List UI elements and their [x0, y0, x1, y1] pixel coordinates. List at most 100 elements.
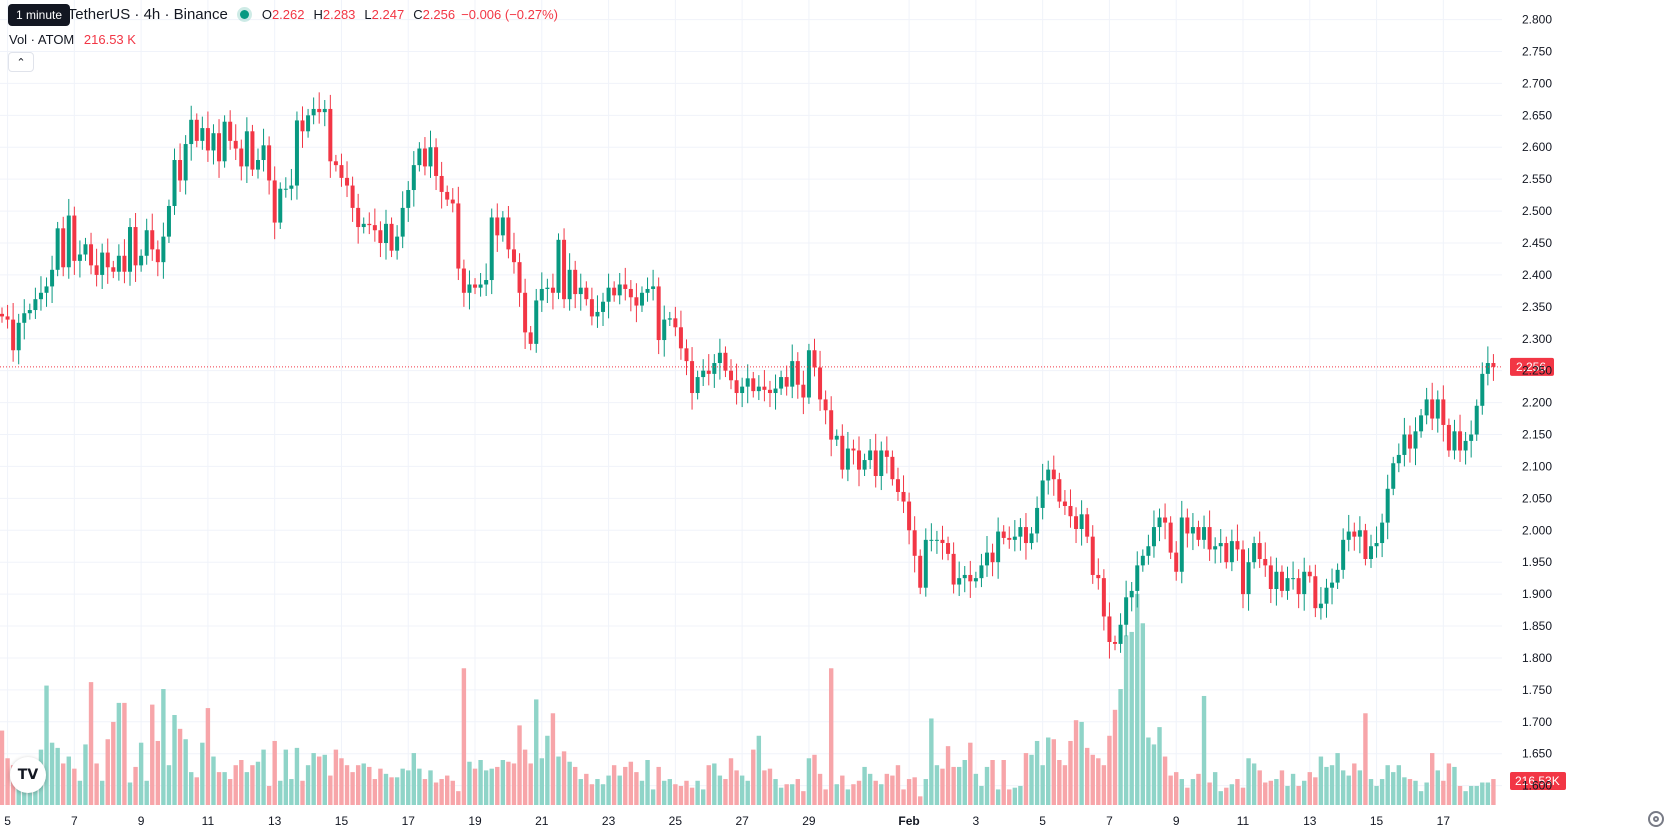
candle-body	[1330, 582, 1335, 588]
candle-body	[500, 217, 505, 236]
volume-bar	[589, 784, 595, 805]
tradingview-logo[interactable]: TV	[10, 757, 46, 793]
volume-bar	[216, 772, 222, 805]
candle-body	[656, 286, 661, 341]
candle-body	[745, 378, 750, 387]
candle-body	[22, 313, 27, 323]
volume-bar	[734, 770, 739, 805]
volume-bar	[1480, 782, 1485, 805]
volume-bar	[773, 779, 778, 805]
candle-body	[1374, 543, 1379, 547]
candle-body	[634, 297, 639, 306]
market-status-icon[interactable]	[239, 10, 249, 19]
volume-bar	[851, 784, 856, 805]
volume-legend[interactable]: Vol · ATOM 216.53 K	[9, 32, 136, 47]
volume-bar	[901, 789, 906, 805]
volume-bar	[706, 765, 711, 805]
open-value: 2.262	[271, 7, 305, 22]
volume-bar	[700, 789, 706, 805]
volume-bar	[428, 770, 433, 805]
y-tick-label: 2.400	[1522, 268, 1552, 282]
candle-body	[1407, 434, 1412, 449]
candle-body	[11, 319, 16, 351]
volume-bar	[456, 791, 461, 805]
collapse-legend-button[interactable]: ⌃	[8, 52, 34, 72]
candle-body	[868, 450, 873, 461]
volume-bar	[105, 739, 110, 805]
volume-bar	[667, 779, 672, 805]
candle-body	[278, 188, 283, 223]
candle-body	[1101, 578, 1106, 617]
volume-bar	[116, 702, 122, 805]
candle-body	[1335, 569, 1340, 583]
candle-body	[946, 543, 951, 554]
candle-body	[1357, 530, 1362, 537]
volume-bar	[200, 742, 205, 805]
candle-body	[289, 185, 294, 189]
candle-body	[717, 352, 722, 364]
volume-bar	[1107, 735, 1112, 805]
candle-body	[723, 352, 728, 371]
x-tick-label: 23	[602, 814, 616, 828]
candle-body	[456, 203, 461, 269]
volume-bar	[1101, 765, 1107, 805]
volume-bar	[283, 749, 289, 805]
volume-bar	[1018, 785, 1023, 805]
candle-body	[545, 287, 550, 289]
volume-bar	[1257, 770, 1262, 805]
candle-body	[1040, 480, 1045, 508]
volume-bar	[5, 758, 10, 805]
candle-body	[556, 239, 561, 293]
volume-bar	[122, 702, 127, 805]
candle-body	[495, 217, 500, 236]
candle-body	[378, 230, 383, 244]
low-label: L	[364, 7, 372, 22]
volume-bar	[817, 773, 823, 805]
volume-bar	[1251, 763, 1257, 805]
volume-bar	[845, 789, 851, 805]
candle-body	[1107, 616, 1112, 642]
candle-body	[940, 539, 945, 544]
candle-body	[1157, 517, 1162, 528]
candle-body	[439, 175, 444, 192]
volume-bar	[339, 758, 344, 805]
volume-bar	[906, 779, 912, 805]
volume-bar	[1407, 779, 1413, 805]
candle-body	[528, 332, 533, 344]
volume-bar	[99, 780, 105, 805]
candle-body	[5, 316, 10, 320]
candle-body	[1001, 531, 1006, 538]
gear-icon[interactable]	[1648, 811, 1664, 827]
volume-bar	[1452, 766, 1457, 805]
volume-bar	[222, 772, 227, 805]
volume-bar	[1302, 780, 1307, 805]
candle-body	[1285, 578, 1290, 591]
candle-body	[383, 223, 388, 244]
candle-body	[595, 311, 600, 317]
candle-body	[973, 578, 978, 582]
candle-body	[1113, 641, 1117, 644]
candle-body	[767, 389, 772, 394]
symbol-title[interactable]: s / TetherUS · 4h · Binance	[48, 6, 228, 23]
candle-body	[1168, 522, 1173, 553]
candle-body	[573, 269, 578, 295]
candle-body	[44, 286, 49, 293]
volume-bar	[1112, 709, 1118, 805]
volume-bar	[439, 779, 444, 805]
candle-body	[217, 133, 222, 162]
x-tick-label: 29	[802, 814, 816, 828]
candle-body	[1007, 537, 1012, 540]
candle-body	[89, 244, 94, 266]
volume-bar	[1463, 791, 1468, 805]
x-tick-label: 11	[202, 814, 215, 828]
volume-bar	[16, 780, 21, 805]
volume-bar	[801, 791, 806, 805]
last-price-badge	[1510, 357, 1554, 376]
volume-bar	[1307, 772, 1312, 805]
volume-bar	[539, 758, 545, 805]
candle-body	[673, 318, 678, 328]
volume-bar	[1029, 754, 1034, 805]
volume-bar	[728, 758, 734, 805]
